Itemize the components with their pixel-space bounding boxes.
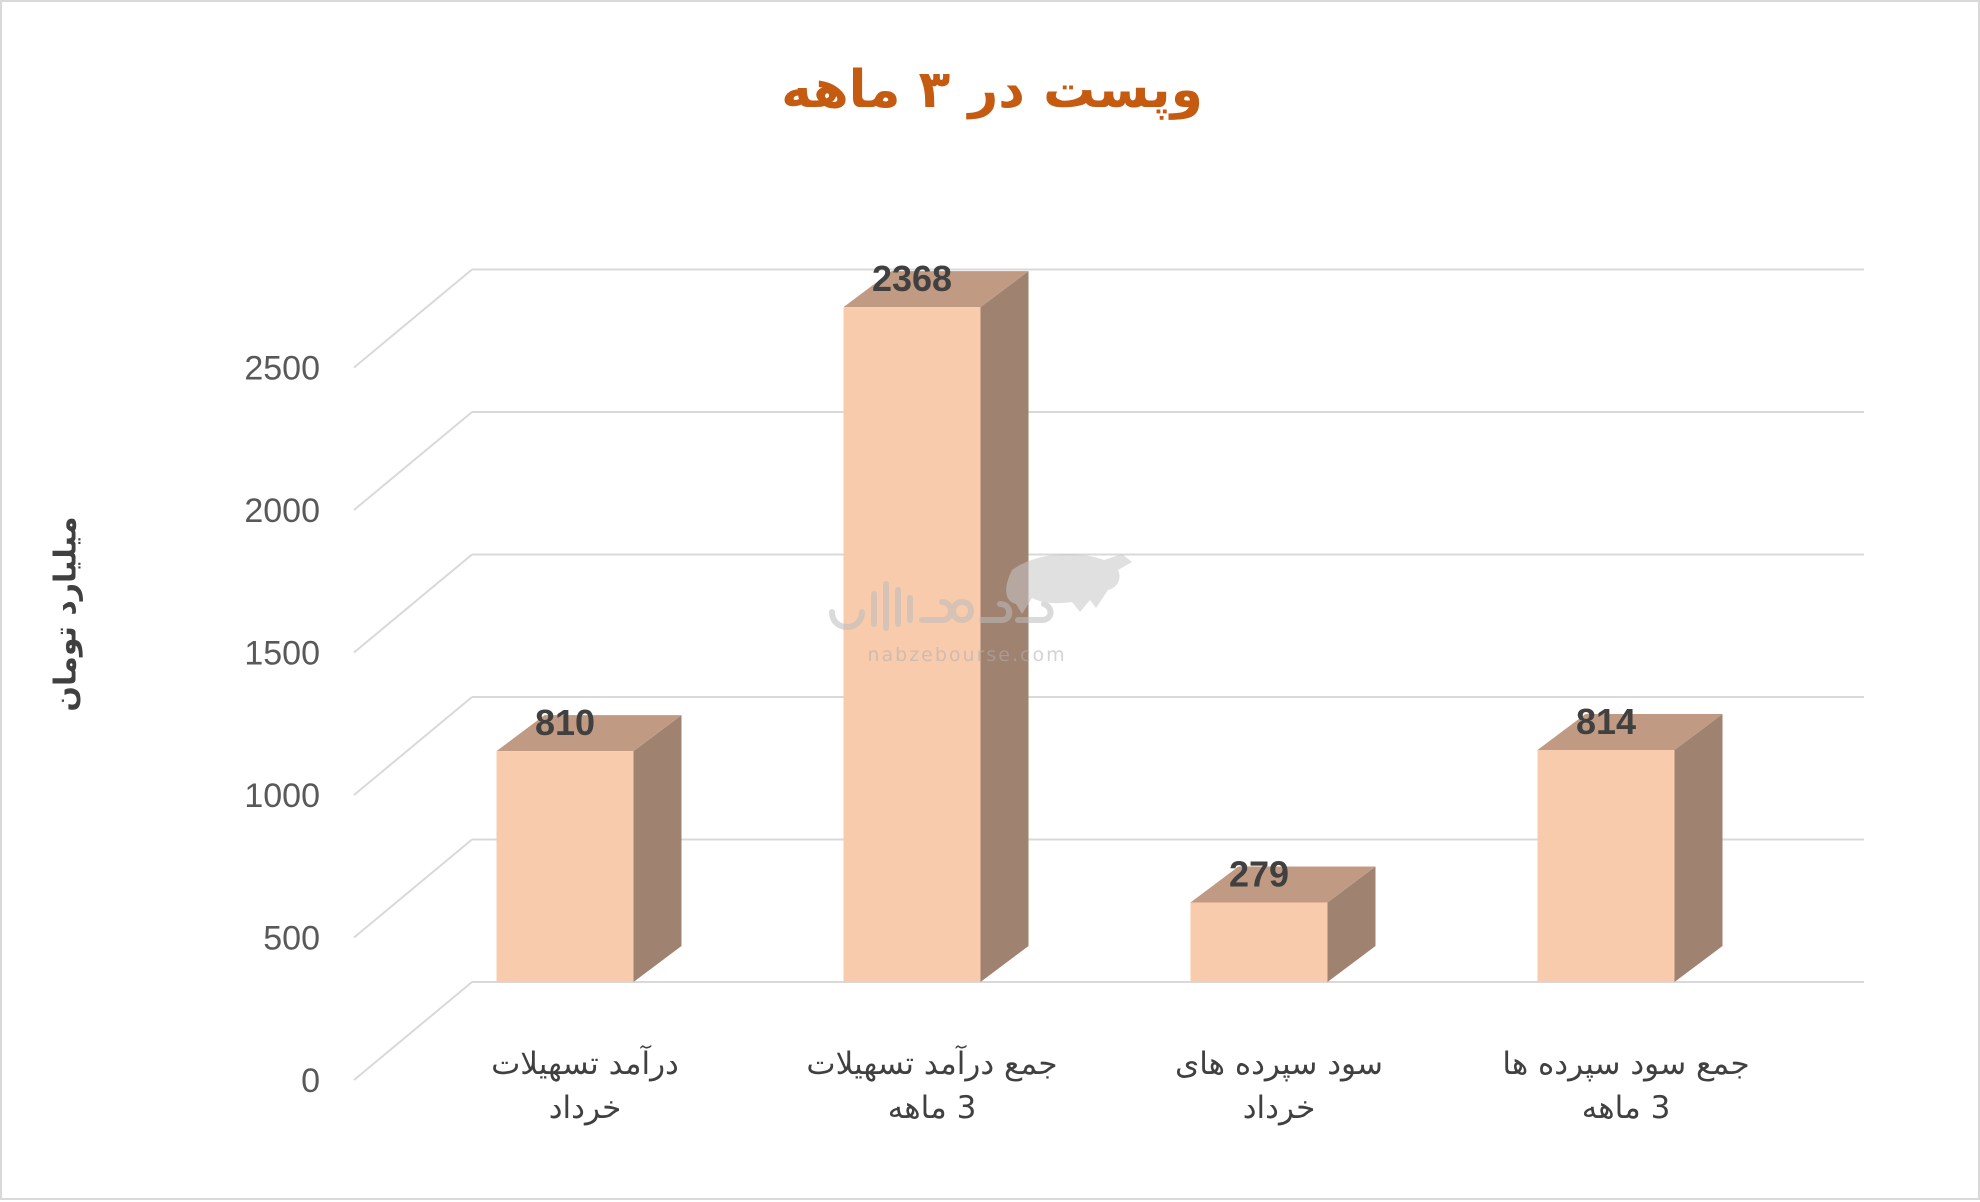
gridline-diagonal: [353, 981, 473, 1081]
data-labels: 810 2368 279 814: [535, 258, 1636, 894]
watermark: nabzebourse.com: [822, 532, 1162, 672]
y-tick-label: 1500: [244, 635, 320, 673]
x-category-label: جمع سود سپرده ها 3 ماهه: [1502, 1046, 1749, 1126]
bar-side-face: [633, 715, 682, 982]
y-tick-label: 500: [263, 920, 320, 958]
bar-top-face: [843, 271, 1029, 308]
watermark-url: nabzebourse.com: [867, 644, 1067, 666]
bar-front-face: [1537, 750, 1675, 982]
gridline-diagonal: [353, 696, 473, 796]
bar-front-face: [1190, 902, 1328, 982]
x-axis-categories: درآمد تسهیلات خرداد جمع درآمد تسهیلات 3 ماه…: [491, 1044, 1749, 1126]
y-tick-label: 1000: [244, 777, 320, 815]
x-category-line: درآمد تسهیلات: [491, 1044, 679, 1082]
gridline-diagonal: [353, 553, 473, 654]
x-category-line: سود سپرده های: [1175, 1046, 1383, 1082]
bull-icon: [1006, 554, 1132, 614]
bar: [496, 715, 682, 982]
x-category-line: خرداد: [1243, 1090, 1316, 1126]
y-axis-ticks: 0 500 1000 1500 2000 2500: [244, 350, 320, 1101]
bar: [1537, 714, 1723, 982]
data-label: 279: [1229, 853, 1289, 894]
data-label: 2368: [872, 258, 952, 299]
bar-front-face: [496, 751, 634, 982]
x-category-line: جمع سود سپرده ها: [1502, 1046, 1749, 1082]
bar-side-face: [980, 271, 1029, 982]
bar-top-face: [1190, 866, 1376, 903]
chart-title: وپست در ۳ ماهه: [781, 60, 1203, 120]
y-tick-label: 2500: [244, 350, 320, 388]
x-category-line: جمع درآمد تسهیلات: [806, 1044, 1057, 1082]
x-category-label: درآمد تسهیلات خرداد: [491, 1044, 679, 1126]
gridline-diagonal: [353, 268, 473, 369]
x-category-line: 3 ماهه: [1582, 1090, 1671, 1126]
bar: [1190, 866, 1376, 982]
y-tick-label: 2000: [244, 492, 320, 530]
bars: [496, 271, 1723, 982]
bar: [843, 271, 1029, 982]
gridline-diagonal: [353, 838, 473, 939]
x-category-label: سود سپرده های خرداد: [1175, 1046, 1383, 1126]
x-category-label: جمع درآمد تسهیلات 3 ماهه: [806, 1044, 1057, 1126]
x-category-line: 3 ماهه: [888, 1090, 977, 1126]
bar-top-face: [1537, 714, 1723, 751]
y-tick-label: 0: [301, 1062, 320, 1100]
watermark-wordmark: [829, 581, 1054, 631]
gridline-diagonal: [353, 411, 473, 511]
watermark-logo: [829, 554, 1132, 631]
data-label: 810: [535, 702, 595, 743]
bar-front-face: [843, 307, 981, 982]
bar-top-face: [496, 715, 682, 752]
bar-side-face: [1674, 714, 1723, 982]
bar-side-face: [1327, 866, 1376, 982]
x-category-line: خرداد: [549, 1090, 622, 1126]
data-label: 814: [1576, 701, 1636, 742]
